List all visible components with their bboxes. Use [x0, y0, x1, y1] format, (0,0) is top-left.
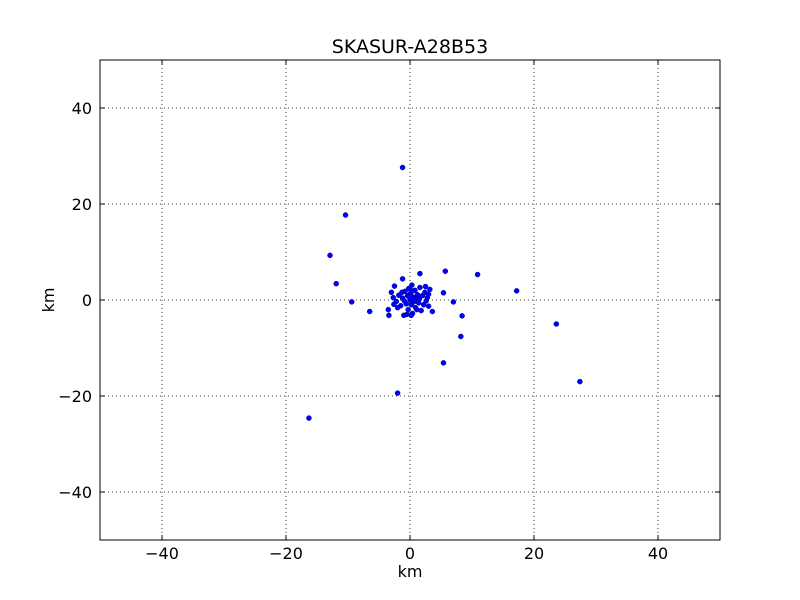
data-point	[553, 321, 560, 327]
data-point	[440, 360, 447, 366]
data-point	[391, 283, 398, 289]
data-points	[306, 164, 583, 421]
y-tick-label: 20	[72, 195, 92, 214]
data-point	[386, 312, 392, 319]
y-axis-label: km	[39, 288, 58, 313]
data-point	[390, 294, 397, 301]
data-point	[333, 280, 339, 287]
data-point	[348, 299, 355, 305]
axis-ticks: −40 −20 0 20 40 −40 −20 0 20 40	[58, 60, 720, 563]
data-point	[405, 306, 411, 313]
data-point	[440, 290, 447, 296]
data-point	[391, 301, 397, 308]
data-point	[577, 378, 583, 385]
data-point	[342, 212, 349, 218]
x-axis-label: km	[398, 562, 423, 581]
data-point	[399, 164, 406, 171]
data-point	[408, 312, 414, 319]
data-point	[513, 288, 520, 294]
data-point	[385, 306, 392, 313]
data-point	[394, 304, 401, 311]
data-point	[458, 333, 464, 340]
data-point	[409, 282, 415, 288]
data-point	[399, 276, 406, 282]
data-point	[414, 306, 420, 313]
x-tick-label: −40	[145, 544, 179, 563]
y-tick-label: 40	[72, 99, 92, 118]
data-point	[427, 286, 433, 293]
data-point	[420, 302, 427, 308]
data-point	[327, 252, 333, 259]
data-point	[450, 299, 457, 305]
data-point	[459, 313, 465, 319]
x-tick-label: −20	[269, 544, 303, 563]
data-point	[442, 268, 449, 274]
data-point	[409, 288, 416, 294]
data-point	[406, 294, 413, 300]
x-tick-label: 40	[648, 544, 668, 563]
x-tick-label: 20	[524, 544, 544, 563]
y-tick-label: −20	[58, 387, 92, 406]
y-tick-label: 0	[82, 291, 92, 310]
data-point	[401, 298, 408, 304]
chart-title: SKASUR-A28B53	[332, 36, 488, 58]
data-point	[425, 303, 432, 309]
data-point	[425, 291, 432, 297]
data-point	[417, 270, 423, 277]
y-tick-label: −40	[58, 483, 92, 502]
data-point	[366, 308, 373, 315]
x-tick-label: 0	[405, 544, 415, 563]
data-point	[399, 289, 405, 296]
data-point	[411, 297, 418, 303]
data-point	[474, 271, 481, 278]
data-point	[416, 296, 423, 302]
data-point	[306, 415, 312, 421]
data-point	[417, 284, 423, 291]
data-point	[394, 390, 401, 396]
data-point	[388, 289, 395, 296]
data-point	[429, 308, 436, 315]
data-point	[422, 283, 429, 290]
